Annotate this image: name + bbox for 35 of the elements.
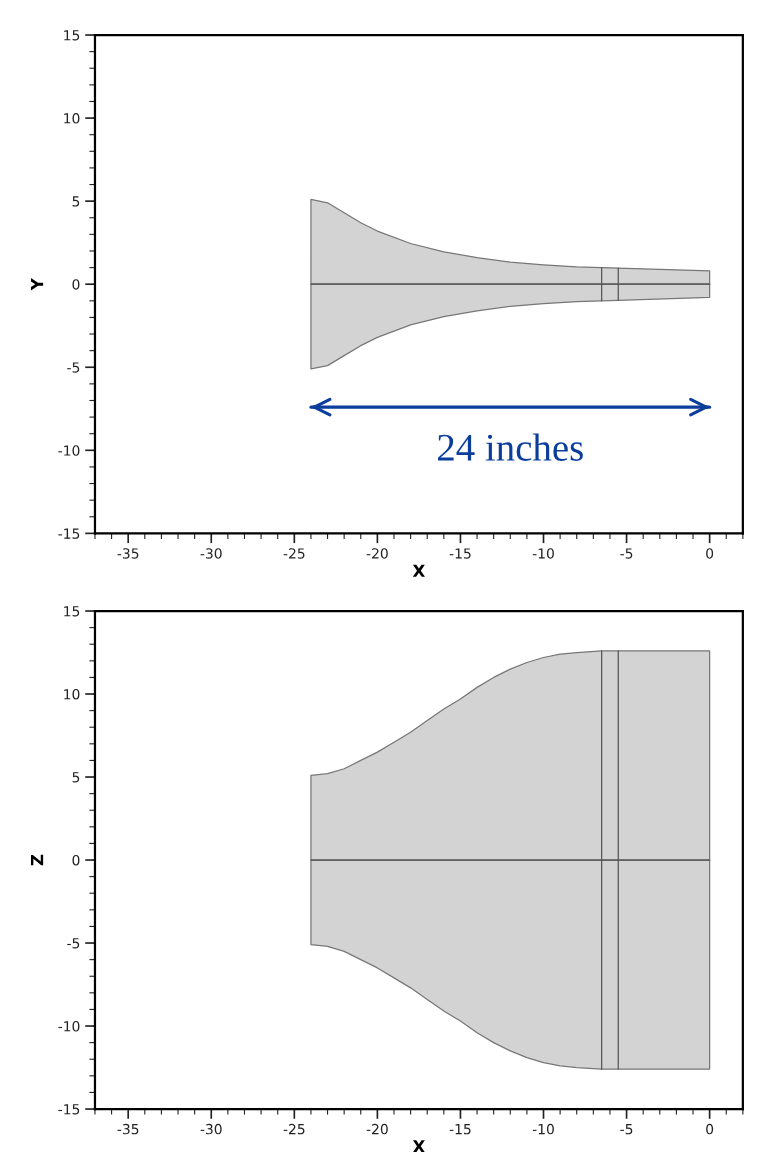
x-tick-label: -30 [200,1123,222,1135]
x-tick-label: -5 [620,548,633,559]
x-tick-label: -25 [283,1123,305,1135]
y-tick-label: 15 [64,606,80,617]
y-tick-label: -5 [67,938,80,949]
x-axis-title: X [412,564,425,577]
x-tick-label: -20 [366,548,388,559]
x-tick-label: -5 [620,1124,633,1135]
y-tick-label: 0 [72,854,80,866]
y-tick-label: 10 [64,113,80,124]
y-tick-label: 0 [72,279,80,290]
x-tick-label: -35 [117,1123,139,1135]
annotation: 24 inches [438,433,583,461]
y-tick-label: 15 [64,30,80,41]
x-tick-label: -20 [366,1123,388,1135]
y-axis-title: Y [30,278,44,291]
x-tick-label: -10 [532,548,554,559]
y-tick-label: 5 [72,772,80,783]
x-tick-label: 0 [706,548,714,559]
y-tick-label: -10 [58,1021,80,1032]
y-tick-label: -15 [58,528,80,539]
y-tick-label: 5 [72,196,80,207]
x-tick-label: -35 [117,548,139,559]
x-tick-label: 0 [706,1123,714,1135]
x-tick-label: -25 [283,548,305,559]
x-tick-label: -15 [449,548,471,559]
y-axis-title: Z [30,854,44,866]
y-tick-label: 10 [64,688,80,700]
x-tick-label: -10 [532,1123,554,1135]
y-tick-label: -5 [67,362,80,373]
y-tick-label: -15 [58,1104,80,1115]
x-tick-label: -30 [200,548,222,559]
x-axis-title: X [412,1140,425,1152]
x-tick-label: -15 [449,1124,471,1135]
y-tick-label: -10 [58,445,80,456]
